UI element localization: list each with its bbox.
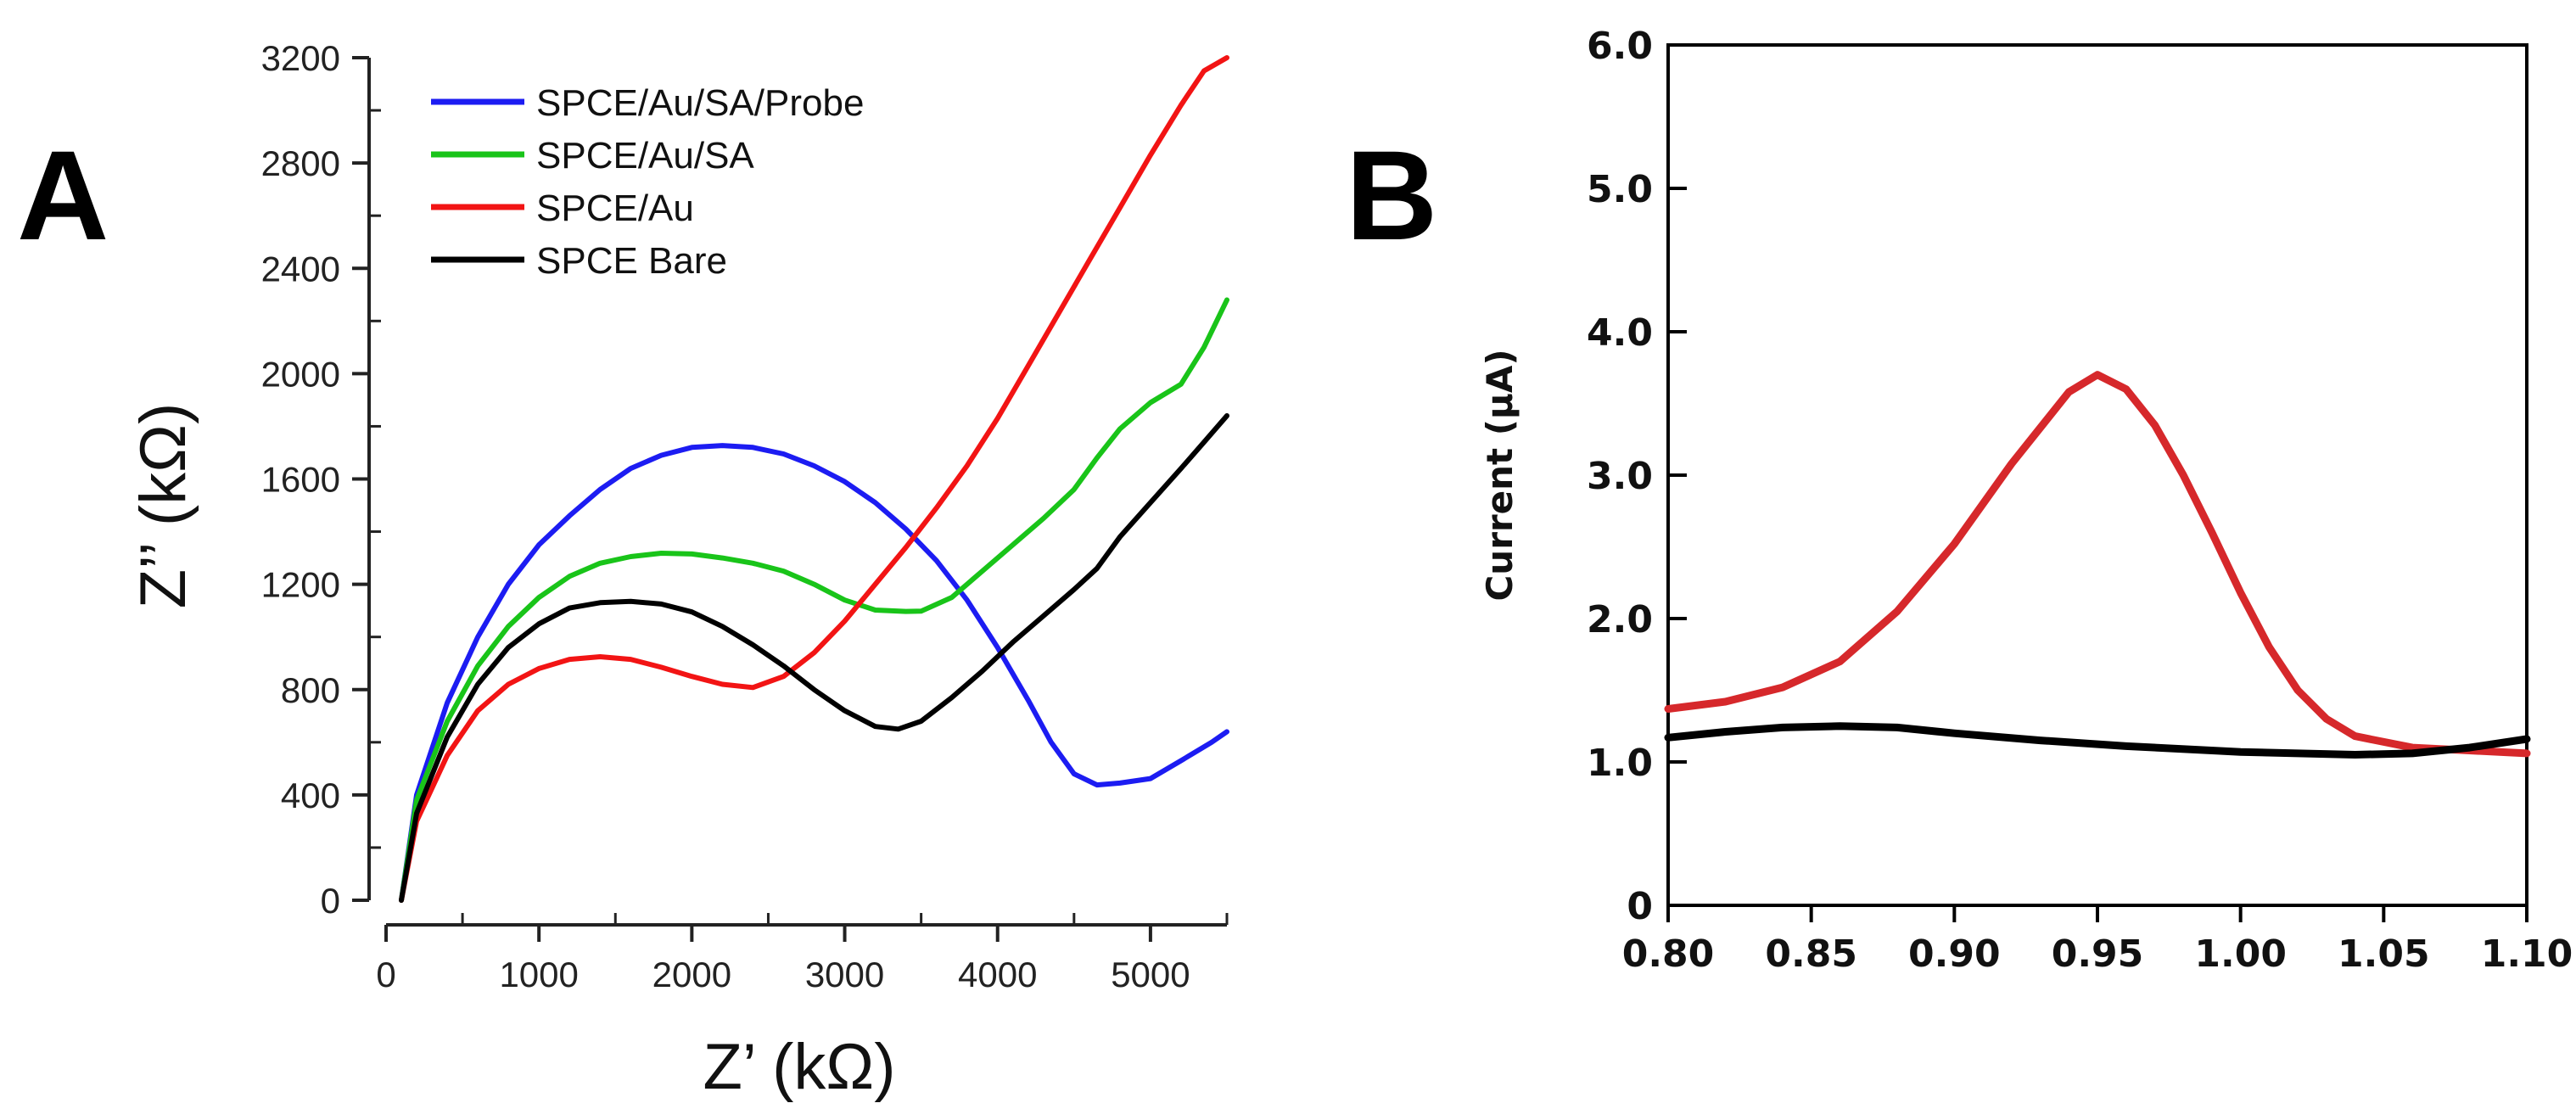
panel-a-letter: A — [17, 124, 109, 266]
panel-b-letter: B — [1346, 124, 1437, 266]
panel-b-x-tick-label: 0.85 — [1765, 932, 1857, 976]
panel-a-y-tick-label: 2000 — [261, 354, 340, 394]
panel-b-x-tick-label: 0.90 — [1908, 932, 2001, 976]
panel-a-y-tick-label: 800 — [281, 670, 340, 710]
series-line-spce-au-sa — [399, 297, 1229, 903]
series-line-spce-au — [399, 55, 1229, 903]
panel-a-x-tick-label: 4000 — [958, 955, 1037, 994]
panel-b-y-axis-title: Current (µA) — [1479, 349, 1520, 601]
panel-b-x-tick-label: 1.10 — [2481, 932, 2573, 976]
panel-b-x-tick-label: 1.00 — [2194, 932, 2287, 976]
panel-b-y-tick-label: 3.0 — [1587, 455, 1653, 498]
panel-a-y-tick-label: 2800 — [261, 143, 340, 183]
panel-a-y-axis-title: Z’’ (kΩ) — [127, 403, 199, 609]
panel-a-y-tick-label: 2400 — [261, 249, 340, 288]
panel-a-legend: SPCE/Au/SA/Probe SPCE/Au/SA SPCE/Au SPCE Ba… — [431, 82, 864, 282]
panel-a: A 0 400 800 1200 1600 2000 2400 2800 3200 0 1000 20… — [17, 38, 1229, 1103]
panel-b-x-tick-label: 1.05 — [2338, 932, 2430, 976]
panel-b-y-tick-label: 6.0 — [1587, 25, 1653, 68]
legend-label-spce-bare: SPCE Bare — [536, 240, 727, 282]
legend-label-spce-au-sa: SPCE/Au/SA — [536, 135, 754, 176]
series-line-red-trace — [1664, 371, 2531, 758]
panel-a-y-tick-label: 400 — [281, 776, 340, 815]
panel-b: B 0 1.0 2.0 3.0 4.0 5.0 6.0 0.80 0.85 0.90 0.95 1.0… — [1346, 25, 2573, 976]
panel-b-y-tick-label: 1.0 — [1587, 742, 1653, 785]
panel-b-x-tick-label: 0.80 — [1622, 932, 1715, 976]
panel-a-x-tick-label: 2000 — [652, 955, 731, 994]
panel-a-x-tick-label: 1000 — [499, 955, 578, 994]
panel-a-y-tick-label: 3200 — [261, 38, 340, 78]
panel-a-y-tick-label: 0 — [321, 881, 340, 921]
legend-label-spce-au: SPCE/Au — [536, 188, 694, 229]
legend-label-spce-au-sa-probe: SPCE/Au/SA/Probe — [536, 82, 864, 124]
series-line-spce-bare — [399, 413, 1229, 903]
panel-b-y-tick-label: 2.0 — [1587, 598, 1653, 641]
panel-a-x-axis-title: Z’ (kΩ) — [703, 1031, 895, 1103]
panel-a-axes: 0 400 800 1200 1600 2000 2400 2800 3200 0 1000 2000… — [261, 38, 1229, 994]
panel-a-series — [399, 55, 1229, 903]
panel-b-y-tick-label: 4.0 — [1587, 311, 1653, 355]
panel-a-y-tick-label: 1200 — [261, 565, 340, 605]
panel-b-y-tick-label: 5.0 — [1587, 168, 1653, 211]
panel-b-plot-frame — [1666, 43, 2528, 907]
panel-b-series — [1664, 371, 2531, 759]
series-line-black-trace — [1664, 722, 2531, 759]
panel-a-x-tick-label: 0 — [376, 955, 395, 994]
panel-a-y-tick-label: 1600 — [261, 460, 340, 500]
panel-b-axes: 0 1.0 2.0 3.0 4.0 5.0 6.0 0.80 0.85 0.90 0.95 1.00 1… — [1587, 25, 2573, 976]
series-line-spce-au-sa-probe — [399, 443, 1229, 903]
panel-a-x-tick-label: 5000 — [1111, 955, 1190, 994]
panel-b-x-tick-label: 0.95 — [2052, 932, 2144, 976]
panel-a-x-tick-label: 3000 — [805, 955, 884, 994]
panel-b-y-tick-label: 0 — [1627, 885, 1653, 928]
